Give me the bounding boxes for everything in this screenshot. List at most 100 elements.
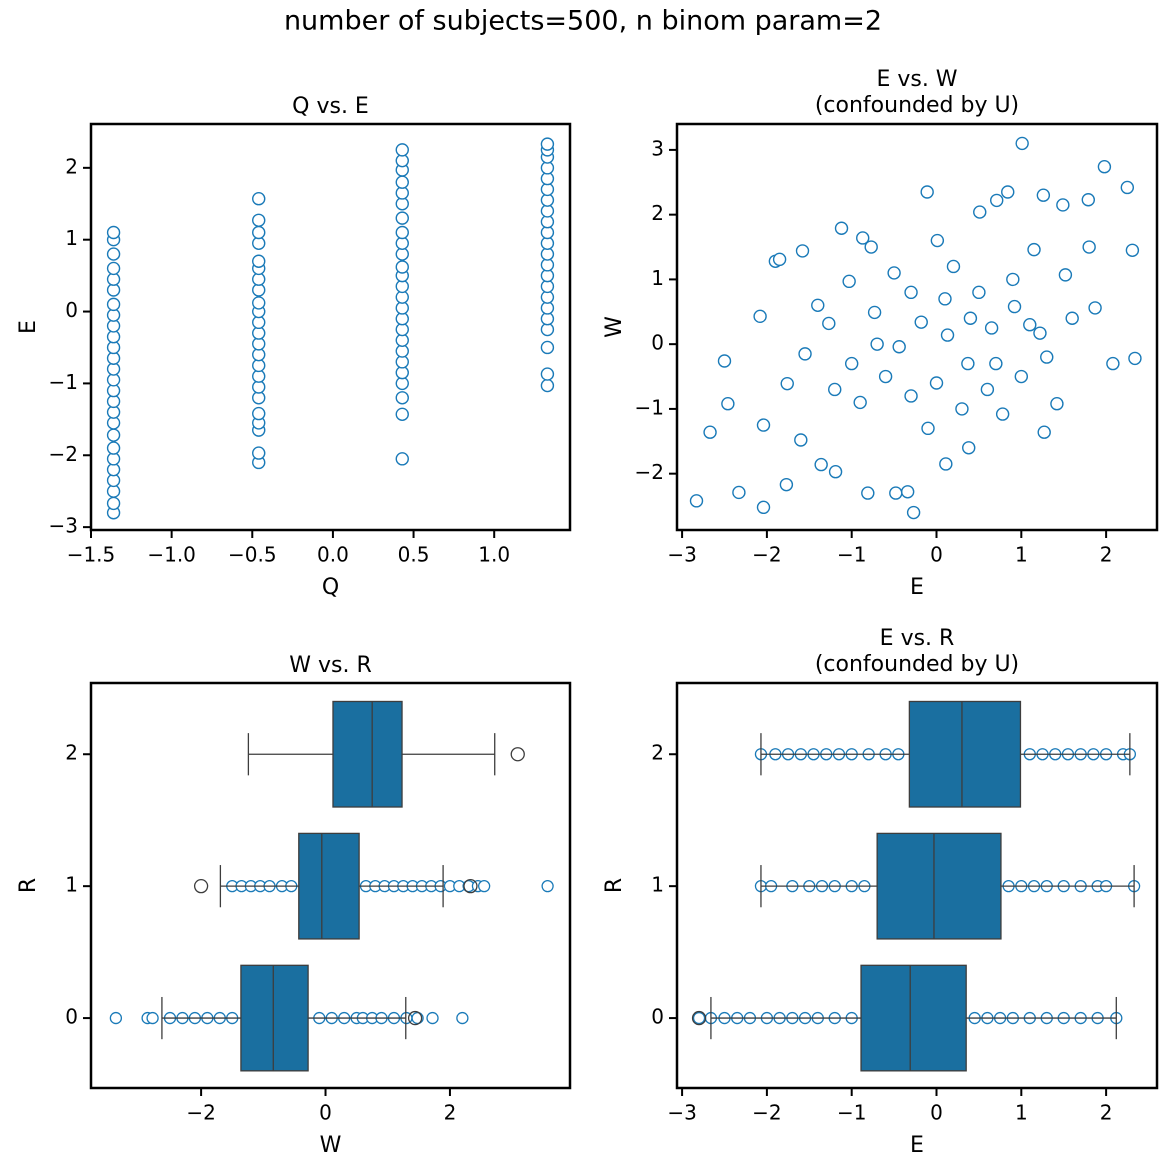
x-tick-label: −3 (667, 1101, 696, 1125)
point (106, 261, 121, 276)
point (1065, 311, 1079, 325)
point (1014, 369, 1029, 384)
point (540, 137, 555, 151)
y-tick-label: 0 (651, 331, 664, 355)
y-tick-label: 0 (65, 1005, 78, 1029)
y-tick-label: −2 (49, 442, 78, 466)
axes-frame (89, 122, 572, 532)
x-tick-label: 1 (1015, 1101, 1028, 1125)
x-tick-label: 2 (1100, 1101, 1113, 1125)
axes-frame (675, 681, 1159, 1090)
point (995, 407, 1010, 421)
point (1106, 356, 1120, 371)
point (772, 252, 787, 267)
y-tick-label: 2 (651, 741, 664, 765)
axes-frame (675, 122, 1159, 532)
point (1027, 242, 1041, 257)
point (878, 369, 893, 384)
y-tick-label: 2 (65, 154, 78, 178)
point (106, 297, 121, 312)
point (822, 316, 836, 331)
point (1006, 272, 1020, 287)
x-tick-label: −2 (752, 543, 781, 567)
y-tick-label: 2 (651, 201, 664, 225)
point (252, 225, 266, 240)
point (1120, 180, 1135, 195)
point (395, 407, 409, 422)
strip-point (541, 880, 554, 893)
point (717, 354, 732, 368)
flier (463, 879, 478, 894)
point (395, 225, 409, 240)
point (106, 428, 121, 442)
point (395, 452, 409, 466)
panel-title: E vs. W (876, 67, 957, 92)
y-axis-label: R (602, 878, 627, 893)
point (252, 254, 266, 268)
point (540, 340, 555, 355)
point (914, 315, 928, 329)
x-axis-label: E (910, 1133, 924, 1158)
box (876, 832, 1002, 940)
panel-subtitle: (confounded by U) (815, 93, 1019, 118)
x-tick-label: −0.5 (228, 543, 277, 567)
point (900, 485, 915, 499)
y-axis-label: W (602, 316, 627, 338)
point (1125, 243, 1140, 257)
point (395, 391, 409, 405)
x-tick-label: −1 (837, 1101, 866, 1125)
point (1050, 397, 1064, 411)
point (732, 485, 746, 500)
y-tick-label: 1 (651, 266, 664, 290)
point (814, 457, 828, 472)
point (864, 240, 878, 254)
point (106, 225, 121, 240)
point (395, 175, 409, 189)
x-tick-label: −2 (186, 1101, 215, 1125)
point (1023, 318, 1037, 332)
point (1033, 326, 1047, 340)
strip-point (426, 1011, 439, 1025)
point (540, 367, 555, 381)
x-tick-label: 1.0 (478, 543, 510, 567)
flier (193, 879, 209, 894)
point (756, 418, 771, 432)
point (106, 496, 121, 511)
point (946, 259, 961, 274)
point (844, 356, 859, 371)
strip-point (478, 880, 491, 893)
y-tick-label: −1 (49, 370, 78, 394)
y-tick-label: 1 (651, 873, 664, 897)
point (395, 143, 409, 157)
x-tick-label: 2 (1100, 543, 1113, 567)
y-tick-label: 0 (65, 298, 78, 322)
point (842, 274, 856, 289)
point (867, 305, 882, 320)
point (1056, 198, 1070, 212)
point (252, 406, 266, 421)
box (860, 964, 967, 1072)
point (1058, 268, 1073, 282)
x-tick-label: 2 (444, 1101, 457, 1125)
point (1082, 240, 1096, 254)
point (973, 205, 987, 219)
point (756, 500, 771, 515)
y-tick-label: 1 (65, 226, 78, 250)
point (904, 389, 918, 403)
x-axis-label: Q (322, 575, 339, 600)
point (1097, 160, 1112, 174)
point (798, 347, 812, 361)
y-tick-label: 3 (651, 136, 664, 160)
point (904, 285, 918, 300)
y-tick-label: 2 (65, 741, 78, 765)
panel-title: Q vs. E (292, 94, 369, 119)
y-tick-label: −2 (635, 460, 664, 484)
point (961, 356, 975, 371)
point (689, 494, 704, 508)
figure-title: number of subjects=500, n binom param=2 (284, 6, 882, 37)
point (794, 433, 808, 447)
point (811, 298, 825, 313)
point (856, 231, 870, 245)
point (540, 378, 555, 393)
point (779, 477, 794, 492)
